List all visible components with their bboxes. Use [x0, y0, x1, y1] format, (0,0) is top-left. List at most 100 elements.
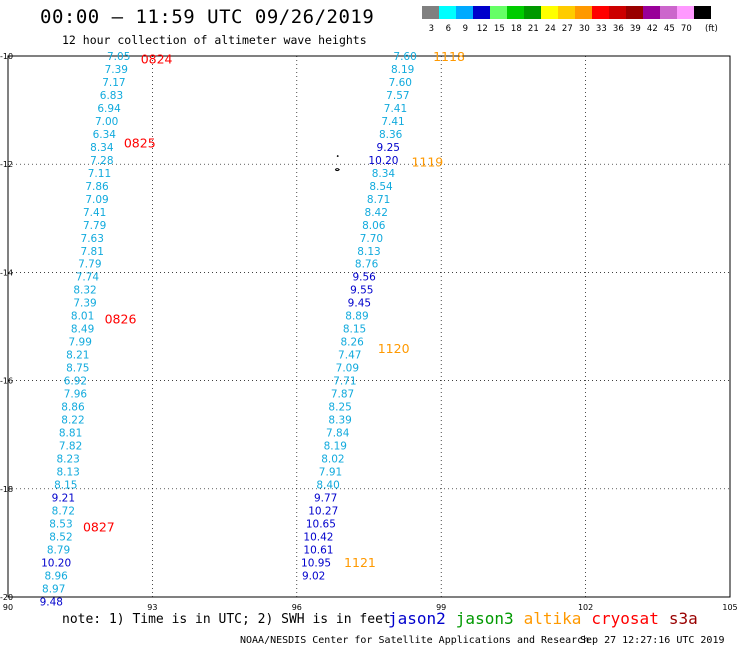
swh-value: 8.13	[56, 466, 79, 478]
swh-value: 7.87	[331, 389, 354, 401]
island-mark	[336, 155, 339, 157]
legend-unit: (ft)	[705, 24, 718, 34]
map-subtitle: 12 hour collection of altimeter wave hei…	[62, 33, 367, 47]
swh-value: 7.91	[319, 466, 342, 478]
swh-value: 8.26	[340, 337, 364, 349]
swh-value: 8.52	[49, 531, 72, 543]
legend-label: 70	[681, 24, 692, 34]
swh-value: 8.34	[90, 142, 114, 154]
lon-tick-label: 96	[292, 603, 302, 610]
legend-swatch	[422, 6, 439, 19]
swh-value: 7.41	[381, 116, 404, 128]
swh-value: 7.41	[384, 103, 407, 115]
swh-value: 8.39	[328, 415, 351, 427]
credit-line: NOAA/NESDIS Center for Satellite Applica…	[240, 635, 590, 646]
legend-label: 39	[630, 24, 641, 34]
swh-value: 7.79	[83, 220, 106, 232]
swh-value: 7.60	[393, 51, 416, 63]
swh-value: 7.60	[389, 77, 412, 89]
swh-value: 10.42	[303, 531, 333, 543]
swh-value: 8.96	[44, 570, 68, 582]
legend-swatch	[439, 6, 456, 19]
swh-value: 7.05	[107, 51, 130, 63]
pass-time-label: 1120	[378, 341, 410, 356]
pass-time-label: 0826	[105, 311, 137, 326]
swh-value: 8.01	[71, 311, 94, 323]
swh-value: 8.49	[71, 324, 94, 336]
swh-value: 9.48	[40, 596, 63, 608]
legend-swatch	[473, 6, 490, 19]
swh-value: 7.39	[73, 298, 96, 310]
swh-value: 8.54	[369, 181, 393, 193]
legend-swatch	[507, 6, 524, 19]
island-mark	[334, 168, 340, 172]
swh-value: 8.86	[61, 402, 85, 414]
swh-value: 8.81	[59, 428, 82, 440]
swh-value: 9.21	[52, 492, 75, 504]
legend-swatch	[626, 6, 643, 19]
legend-swatch	[609, 6, 626, 19]
legend-swatch	[660, 6, 677, 19]
swh-value: 8.02	[321, 454, 344, 466]
swh-value: 7.99	[69, 337, 92, 349]
legend-label: 15	[494, 24, 505, 34]
swh-value: 8.72	[52, 505, 75, 517]
legend-label: 12	[477, 24, 488, 34]
swh-value: 7.86	[85, 181, 109, 193]
legend-swatch	[592, 6, 609, 19]
pass-time-label: 1119	[411, 154, 443, 169]
legend-label: 3	[429, 24, 434, 34]
swh-value: 10.95	[301, 557, 331, 569]
lat-tick-label: -16	[0, 377, 13, 386]
legend-label: 42	[647, 24, 658, 34]
lat-tick-label: -20	[0, 593, 13, 602]
swh-value: 8.22	[61, 415, 84, 427]
swh-value: 7.79	[78, 259, 101, 271]
swh-value: 7.81	[81, 246, 104, 258]
swh-value: 8.76	[355, 259, 379, 271]
lon-tick-label: 99	[436, 603, 446, 610]
swh-value: 8.32	[73, 285, 96, 297]
swh-value: 8.97	[42, 583, 65, 595]
swh-value: 7.00	[95, 116, 118, 128]
swh-value: 8.34	[372, 168, 396, 180]
legend-swatch	[524, 6, 541, 19]
satellite-label: jason2	[388, 609, 446, 628]
lat-tick-label: -10	[0, 52, 13, 61]
pass-time-label: 1118	[433, 49, 465, 64]
swh-value: 7.84	[326, 428, 350, 440]
swh-value: 7.39	[105, 64, 128, 76]
swh-value: 8.15	[343, 324, 366, 336]
lon-tick-label: 102	[578, 603, 593, 610]
legend-label: 27	[562, 24, 573, 34]
swh-value: 7.63	[81, 233, 104, 245]
swh-value: 8.21	[66, 350, 89, 362]
swh-value: 9.02	[302, 570, 325, 582]
legend-swatch	[541, 6, 558, 19]
pass-time-label: 0824	[141, 52, 173, 67]
swh-value: 6.83	[100, 90, 123, 102]
swh-value: 7.71	[333, 376, 356, 388]
swh-value: 8.36	[379, 129, 403, 141]
swh-value: 9.25	[377, 142, 400, 154]
pass-time-label: 0827	[83, 520, 115, 535]
satellite-label: jason3	[455, 609, 514, 628]
legend-swatch	[694, 6, 711, 19]
legend-label: 9	[463, 24, 468, 34]
swh-value: 8.40	[316, 479, 339, 491]
swh-value: 8.42	[365, 207, 388, 219]
swh-value: 7.09	[85, 194, 108, 206]
legend-label: 6	[446, 24, 451, 34]
swh-value: 8.71	[367, 194, 390, 206]
legend-label: 24	[545, 24, 556, 34]
lat-tick-label: -12	[0, 160, 13, 169]
swh-value: 9.45	[348, 298, 371, 310]
map-frame	[7, 55, 731, 598]
pass-time-label: 1121	[344, 555, 376, 570]
satellite-label: cryosat	[591, 609, 659, 628]
swh-value: 8.53	[49, 518, 72, 530]
legend-label: 18	[511, 24, 522, 34]
color-legend: 3 6 9 12 15 18 21 24 27 30 33 36 39 42 45 70 (ft)	[422, 6, 718, 34]
swh-value: 8.23	[56, 454, 79, 466]
swh-value: 7.70	[360, 233, 383, 245]
